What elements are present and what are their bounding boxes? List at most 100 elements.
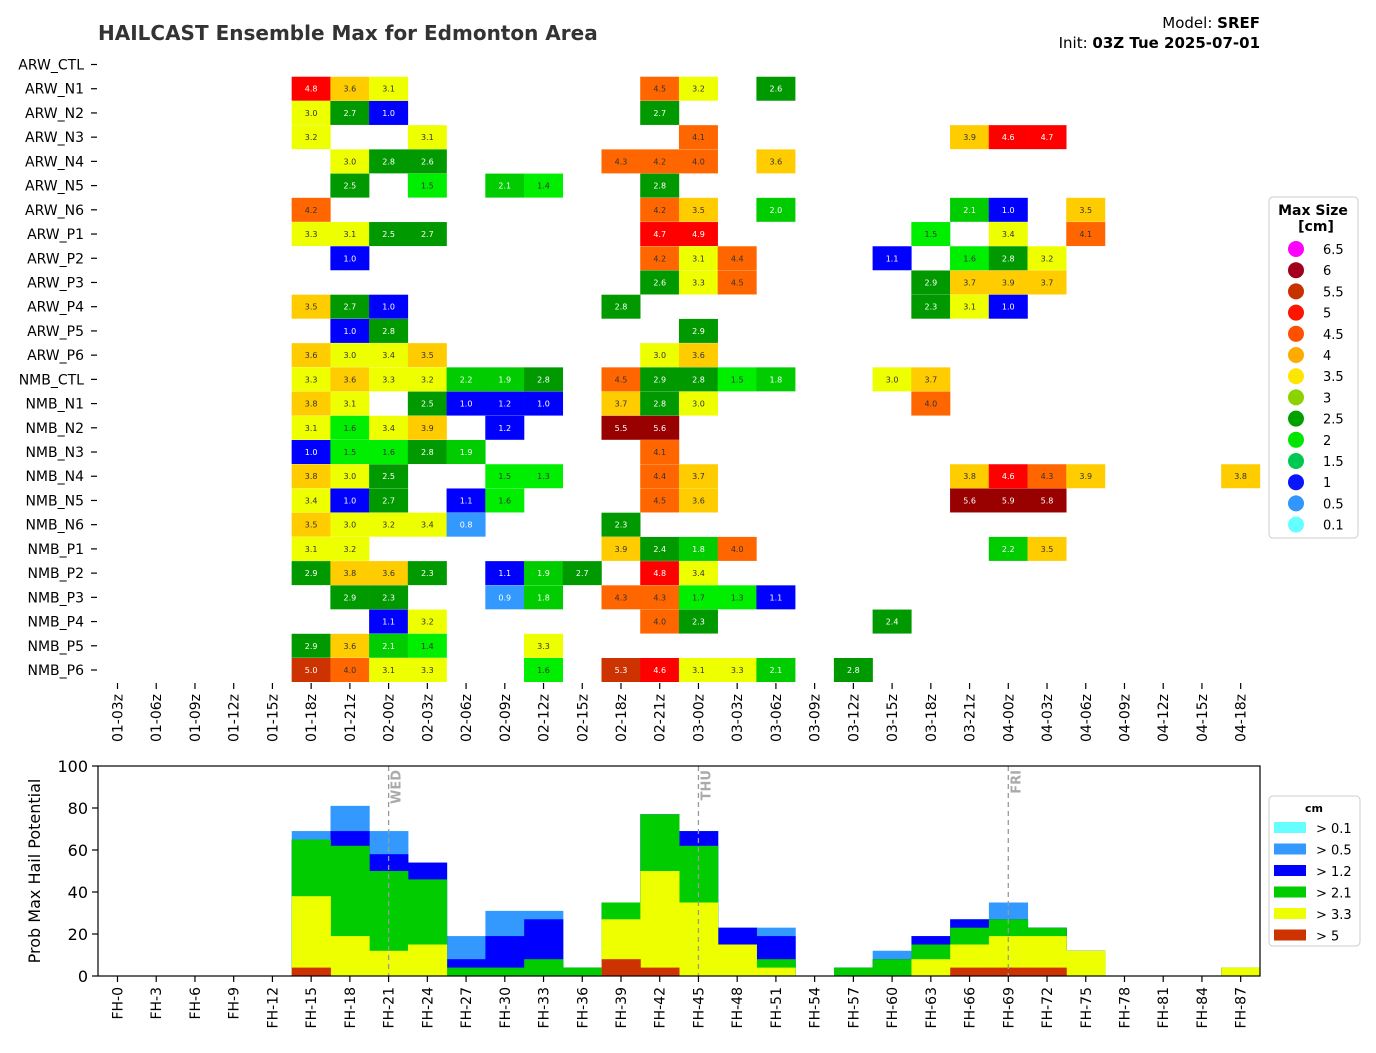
heat-cell [330, 415, 370, 440]
fh-label: FH-63 [924, 987, 940, 1028]
fh-label: FH-45 [691, 987, 707, 1028]
cell-value: 2.4 [886, 618, 899, 627]
cell-value: 3.6 [344, 375, 357, 384]
heat-cell [485, 464, 525, 489]
time-label: 01-06z [149, 694, 165, 742]
cell-value: 4.2 [653, 254, 666, 263]
time-label: 02-00z [382, 694, 398, 742]
heat-cell [717, 367, 757, 392]
cell-value: 2.1 [498, 182, 511, 191]
cell-value: 2.5 [382, 230, 395, 239]
heat-cell [407, 391, 447, 416]
heat-cell [330, 585, 370, 610]
heat-cell [1027, 488, 1067, 513]
time-label: 02-06z [459, 694, 475, 742]
time-label: 04-15z [1195, 694, 1211, 742]
cell-value: 3.7 [963, 278, 976, 287]
cell-value: 5.8 [1041, 496, 1054, 505]
heat-cell [678, 585, 718, 610]
heatmap-panel: ARW_CTL ARW_N1 ARW_N2 ARW_N3 ARW_N4 ARW_N5 ARW… [18, 58, 1261, 742]
fh-label: FH-36 [575, 987, 591, 1029]
legend-label: 2.5 [1323, 413, 1344, 428]
heat-cell [678, 125, 718, 150]
cell-value: 3.9 [963, 133, 976, 142]
prob-bar [756, 967, 796, 976]
cell-value: 1.5 [421, 182, 434, 191]
legend-unit: [cm] [1298, 219, 1334, 235]
cell-value: 3.2 [344, 545, 357, 554]
cell-value: 3.1 [305, 424, 318, 433]
fh-label: FH-21 [382, 987, 398, 1028]
cell-value: 2.2 [460, 375, 473, 384]
fh-label: FH-33 [537, 987, 553, 1028]
heat-cell [911, 294, 951, 319]
time-label: 01-21z [343, 694, 359, 742]
cell-value: 2.1 [770, 666, 783, 675]
cell-value: 3.2 [692, 85, 705, 94]
cell-value: 2.7 [382, 496, 395, 505]
heat-cell [988, 294, 1028, 319]
cell-value: 4.0 [924, 400, 937, 409]
time-label: 02-12z [537, 694, 553, 742]
fh-label: FH-57 [846, 987, 862, 1028]
cell-value: 2.8 [692, 375, 705, 384]
heat-cell [1066, 464, 1106, 489]
heat-cell [369, 585, 409, 610]
heat-cell [446, 440, 486, 465]
cell-value: 3.8 [344, 569, 357, 578]
heat-cell [678, 391, 718, 416]
cell-value: 2.1 [963, 206, 976, 215]
y-axis-label: Prob Max Hail Potential [25, 779, 44, 964]
cell-value: 3.7 [1041, 278, 1054, 287]
cell-value: 3.0 [344, 351, 357, 360]
time-label: 04-00z [1001, 694, 1017, 742]
cell-value: 4.2 [305, 206, 318, 215]
cell-value: 4.7 [653, 230, 666, 239]
heat-cell [330, 391, 370, 416]
time-label: 01-18z [304, 694, 320, 742]
cell-value: 2.3 [692, 618, 705, 627]
legend-marker [1288, 495, 1304, 512]
heat-cell [678, 222, 718, 247]
member-label: ARW_N4 [25, 154, 84, 170]
cell-value: 1.6 [537, 666, 550, 675]
cell-value: 2.5 [344, 182, 357, 191]
cell-value: 3.4 [421, 521, 434, 530]
cell-value: 2.9 [305, 642, 318, 651]
cell-value: 1.6 [344, 424, 357, 433]
heat-cell [291, 197, 331, 222]
legend-label: 3.5 [1323, 370, 1344, 385]
cell-value: 3.4 [382, 424, 395, 433]
cell-value: 1.7 [692, 593, 705, 602]
time-label: 03-03z [730, 694, 746, 742]
cell-value: 3.5 [1041, 545, 1054, 554]
heat-cell [640, 173, 680, 198]
cell-value: 2.9 [692, 327, 705, 336]
y-tick-label: 100 [57, 757, 88, 776]
cell-value: 2.7 [421, 230, 434, 239]
heat-cell [950, 197, 990, 222]
heat-cell [988, 536, 1028, 561]
cell-value: 4.5 [615, 375, 628, 384]
cell-value: 1.8 [770, 375, 783, 384]
fh-label: FH-87 [1234, 987, 1250, 1028]
heat-cell [291, 658, 331, 682]
cell-value: 1.0 [344, 254, 357, 263]
heat-cell [756, 367, 796, 392]
member-label: NMB_P2 [27, 566, 84, 582]
heat-cell [988, 464, 1028, 489]
heat-cell [601, 294, 641, 319]
cell-value: 2.8 [537, 375, 550, 384]
heat-cell [988, 125, 1028, 150]
legend-label: 0.1 [1323, 519, 1344, 534]
prob-bar [1066, 950, 1106, 976]
time-label: 03-06z [769, 694, 785, 742]
cell-value: 3.8 [305, 472, 318, 481]
heat-cell [369, 222, 409, 247]
cell-value: 2.7 [653, 109, 666, 118]
fh-label: FH-18 [343, 987, 359, 1028]
heat-cell [988, 197, 1028, 222]
heat-cell [678, 609, 718, 634]
cell-value: 2.6 [653, 278, 666, 287]
legend-label: 1.5 [1323, 455, 1344, 470]
